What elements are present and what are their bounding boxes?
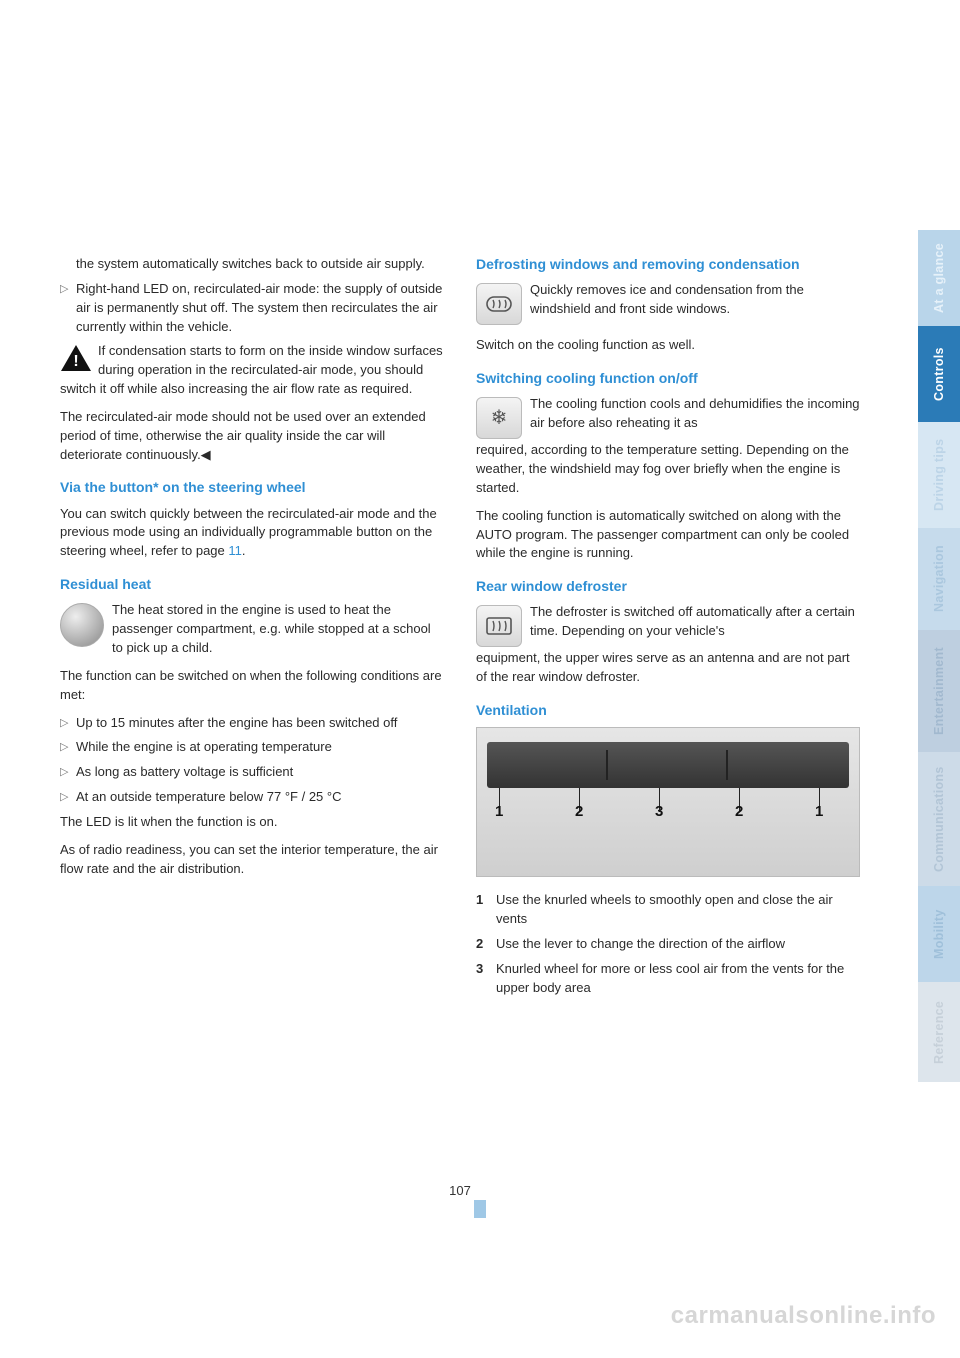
section-tabs: At a glanceControlsDriving tipsNavigatio… (918, 230, 960, 1082)
icon-paragraph: Quickly removes ice and condensation fro… (476, 281, 860, 327)
body-text: Right-hand LED on, recirculated-air mode… (76, 280, 444, 337)
section-heading: Rear window defroster (476, 577, 860, 595)
numbered-item: 3 Knurled wheel for more or less cool ai… (476, 960, 860, 998)
body-text: the system automatically switches back t… (76, 255, 444, 274)
indented-continuation: the system automatically switches back t… (76, 255, 444, 274)
numbered-item: 2 Use the lever to change the direction … (476, 935, 860, 954)
manual-page: the system automatically switches back t… (60, 0, 860, 1358)
two-column-layout: the system automatically switches back t… (60, 255, 860, 1004)
triangle-bullet-icon: ▷ (60, 738, 76, 757)
section-tab[interactable]: Navigation (918, 528, 960, 630)
snowflake-icon: ❄ (476, 397, 522, 439)
body-text: As long as battery voltage is sufficient (76, 763, 444, 782)
list-item: ▷ Right-hand LED on, recirculated-air mo… (60, 280, 444, 337)
section-heading: Ventilation (476, 701, 860, 719)
body-text: . (242, 543, 246, 558)
defrost-icon (476, 283, 522, 325)
body-text: Quickly removes ice and condensation fro… (530, 282, 804, 316)
list-item: ▷ As long as battery voltage is sufficie… (60, 763, 444, 782)
body-text: Knurled wheel for more or less cool air … (496, 960, 860, 998)
section-tab[interactable]: Mobility (918, 886, 960, 982)
list-item: ▷ While the engine is at operating tempe… (60, 738, 444, 757)
left-column: the system automatically switches back t… (60, 255, 444, 1004)
right-column: Defrosting windows and removing condensa… (476, 255, 860, 1004)
icon-paragraph: ❄ The cooling function cools and dehumid… (476, 395, 860, 441)
section-tab[interactable]: Reference (918, 982, 960, 1082)
section-heading: Via the button* on the steering wheel (60, 478, 444, 496)
body-text: Use the lever to change the direction of… (496, 935, 785, 954)
body-text: The cooling function is automatically sw… (476, 507, 860, 564)
body-text: The defroster is switched off automatica… (530, 604, 855, 638)
numbered-item: 1 Use the knurled wheels to smoothly ope… (476, 891, 860, 929)
body-text: required, according to the temperature s… (476, 441, 860, 498)
icon-paragraph: The heat stored in the engine is used to… (60, 601, 444, 658)
body-text: equipment, the upper wires serve as an a… (476, 649, 860, 687)
section-tab[interactable]: Communications (918, 752, 960, 886)
section-heading: Residual heat (60, 575, 444, 593)
section-tab[interactable]: Entertainment (918, 630, 960, 752)
watermark: carmanualsonline.info (671, 1302, 936, 1330)
svg-text:!: ! (73, 353, 78, 370)
rear-defrost-icon (476, 605, 522, 647)
triangle-bullet-icon: ▷ (60, 788, 76, 807)
body-text: At an outside temperature below 77 °F / … (76, 788, 444, 807)
body-text: The LED is lit when the function is on. (60, 813, 444, 832)
body-text: Switch on the cooling function as well. (476, 336, 860, 355)
body-text: The function can be switched on when the… (60, 667, 444, 705)
warning-triangle-icon: ! (60, 344, 92, 372)
body-text: While the engine is at operating tempera… (76, 738, 444, 757)
page-number-accent (474, 1200, 486, 1218)
callout-2: 2 (575, 801, 583, 823)
warning-block: ! If condensation starts to form on the … (60, 342, 444, 399)
section-tab[interactable]: Controls (918, 326, 960, 422)
item-number: 2 (476, 935, 496, 954)
body-text: Up to 15 minutes after the engine has be… (76, 714, 444, 733)
body-text: You can switch quickly between the recir… (60, 505, 444, 562)
callout-1: 1 (815, 801, 823, 823)
body-text: The heat stored in the engine is used to… (112, 602, 431, 655)
page-link[interactable]: 11 (228, 543, 242, 558)
section-tab[interactable]: Driving tips (918, 422, 960, 528)
body-text: As of radio readiness, you can set the i… (60, 841, 444, 879)
triangle-bullet-icon: ▷ (60, 280, 76, 337)
body-text: The cooling function cools and dehumidif… (530, 396, 860, 430)
section-heading: Defrosting windows and removing condensa… (476, 255, 860, 273)
callout-1: 1 (495, 801, 503, 823)
rest-button-icon (60, 603, 104, 647)
list-item: ▷ At an outside temperature below 77 °F … (60, 788, 444, 807)
page-number: 107 (449, 1183, 471, 1198)
body-text: The recirculated-air mode should not be … (60, 408, 444, 465)
ventilation-diagram: 1 2 3 2 1 (476, 727, 860, 877)
triangle-bullet-icon: ▷ (60, 714, 76, 733)
callout-2: 2 (735, 801, 743, 823)
body-text: If condensation starts to form on the in… (60, 343, 443, 396)
section-heading: Switching cooling function on/off (476, 369, 860, 387)
callout-3: 3 (655, 801, 663, 823)
list-item: ▷ Up to 15 minutes after the engine has … (60, 714, 444, 733)
icon-paragraph: The defroster is switched off automatica… (476, 603, 860, 649)
triangle-bullet-icon: ▷ (60, 763, 76, 782)
section-tab[interactable]: At a glance (918, 230, 960, 326)
body-text: You can switch quickly between the recir… (60, 506, 437, 559)
item-number: 1 (476, 891, 496, 929)
body-text: Use the knurled wheels to smoothly open … (496, 891, 860, 929)
item-number: 3 (476, 960, 496, 998)
